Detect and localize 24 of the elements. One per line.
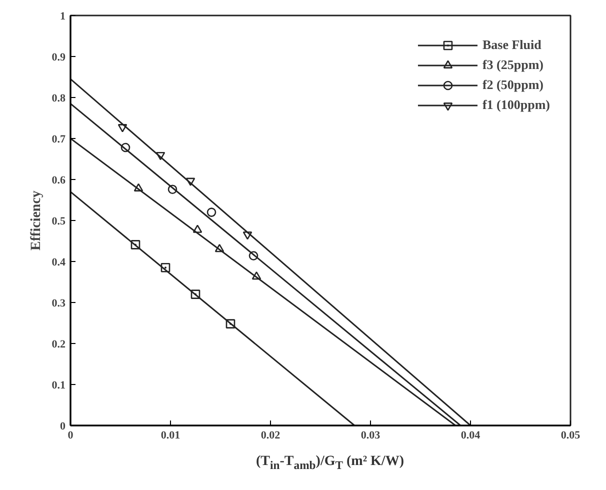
x-axis-title: (T$_{in}$-T$_{amb}$)/G$_{T}$ (m² K/W): [256, 453, 404, 474]
y-tick-label: 0.2: [52, 338, 66, 350]
y-tick-label: 0.5: [52, 216, 66, 228]
legend-label: f3 (25ppm): [482, 57, 544, 73]
y-axis-title: Efficiency: [28, 190, 44, 250]
y-tick-label: 0.9: [52, 52, 66, 64]
legend-label: f1 (100ppm): [482, 97, 550, 113]
x-tick-label: 0.05: [560, 430, 581, 442]
y-tick-label: 1: [60, 10, 66, 22]
x-tick-label: 0.02: [260, 430, 281, 442]
y-tick-label: 0.3: [52, 298, 66, 310]
point: [206, 208, 216, 217]
legend-label: Base Fluid: [482, 37, 542, 53]
y-tick-label: 0.1: [52, 380, 66, 392]
y-tick-label: 0.4: [52, 256, 66, 268]
x-tick-label: 0.04: [460, 430, 481, 442]
y-tick-label: 0.7: [52, 134, 66, 146]
y-tick-label: 0.8: [52, 92, 66, 104]
x-tick-label: 0.01: [160, 430, 180, 442]
y-tick-label: 0.6: [52, 174, 66, 186]
x-tick-label: 0.03: [360, 430, 381, 442]
x-tick-label: 0: [68, 430, 74, 442]
legend-label: f2 (50ppm): [482, 77, 544, 93]
y-tick-label: 0: [60, 420, 66, 432]
